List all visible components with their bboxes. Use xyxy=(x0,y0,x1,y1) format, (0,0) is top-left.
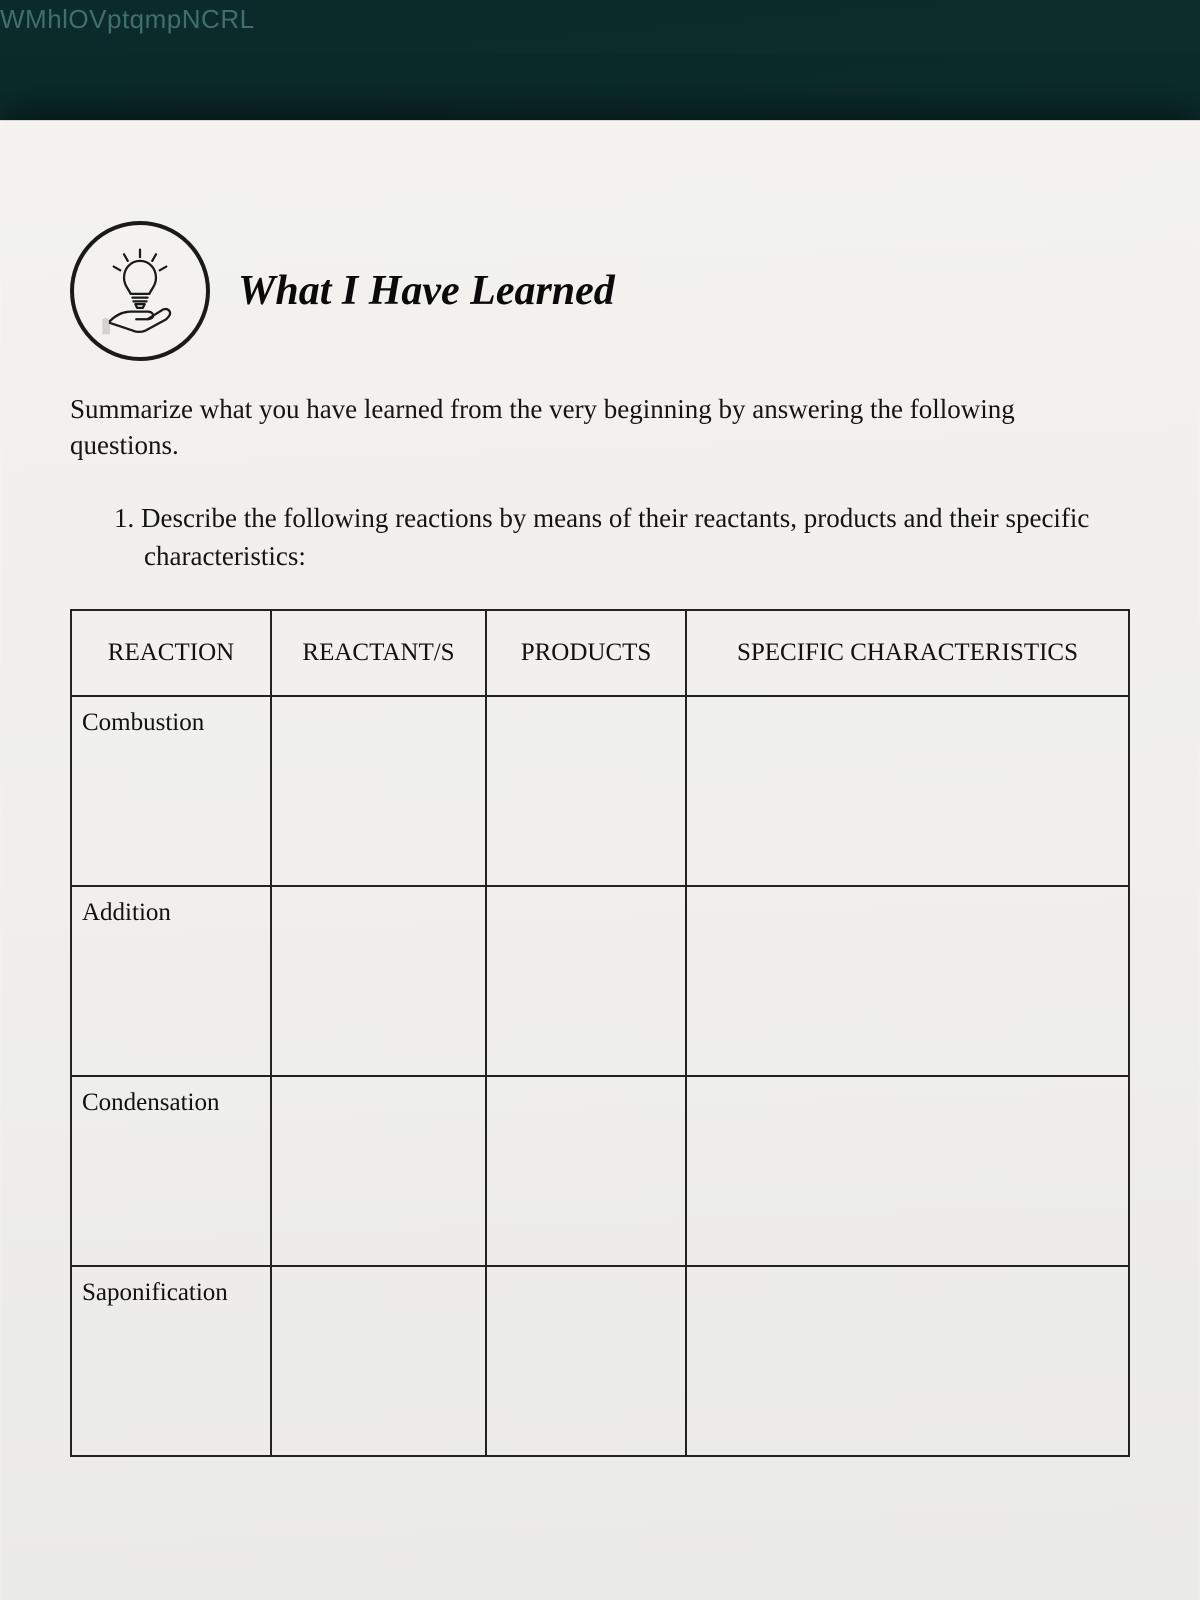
table-row: Combustion xyxy=(71,696,1129,886)
col-header-reactants: REACTANT/S xyxy=(271,610,486,696)
cell-reactants[interactable] xyxy=(271,1266,486,1456)
cell-reaction: Saponification xyxy=(71,1266,271,1456)
reactions-table: REACTION REACTANT/S PRODUCTS SPECIFIC CH… xyxy=(70,609,1130,1457)
cell-products[interactable] xyxy=(486,1266,686,1456)
section-title: What I Have Learned xyxy=(238,267,615,315)
table-row: Condensation xyxy=(71,1076,1129,1266)
watermark-text: WMhlOVptqmpNCRL xyxy=(0,4,255,35)
document-paper: What I Have Learned Summarize what you h… xyxy=(0,120,1200,1600)
cell-products[interactable] xyxy=(486,696,686,886)
table-row: Saponification xyxy=(71,1266,1129,1456)
col-header-reaction: REACTION xyxy=(71,610,271,696)
cell-specific[interactable] xyxy=(686,1266,1129,1456)
intro-paragraph: Summarize what you have learned from the… xyxy=(70,391,1130,464)
cell-products[interactable] xyxy=(486,886,686,1076)
cell-reaction: Addition xyxy=(71,886,271,1076)
question-text: Describe the following reactions by mean… xyxy=(141,503,1089,571)
col-header-products: PRODUCTS xyxy=(486,610,686,696)
cell-products[interactable] xyxy=(486,1076,686,1266)
cell-reactants[interactable] xyxy=(271,886,486,1076)
table-header-row: REACTION REACTANT/S PRODUCTS SPECIFIC CH… xyxy=(71,610,1129,696)
cell-specific[interactable] xyxy=(686,696,1129,886)
lightbulb-hand-icon xyxy=(70,221,210,361)
question-1: 1. Describe the following reactions by m… xyxy=(114,500,1130,576)
cell-reactants[interactable] xyxy=(271,1076,486,1266)
cell-specific[interactable] xyxy=(686,886,1129,1076)
cell-reactants[interactable] xyxy=(271,696,486,886)
section-header: What I Have Learned xyxy=(70,221,1130,361)
screen-background: WMhlOVptqmpNCRL xyxy=(0,0,1200,1600)
question-number: 1. xyxy=(114,503,134,533)
table-row: Addition xyxy=(71,886,1129,1076)
cell-specific[interactable] xyxy=(686,1076,1129,1266)
col-header-specific: SPECIFIC CHARACTERISTICS xyxy=(686,610,1129,696)
cell-reaction: Condensation xyxy=(71,1076,271,1266)
cell-reaction: Combustion xyxy=(71,696,271,886)
